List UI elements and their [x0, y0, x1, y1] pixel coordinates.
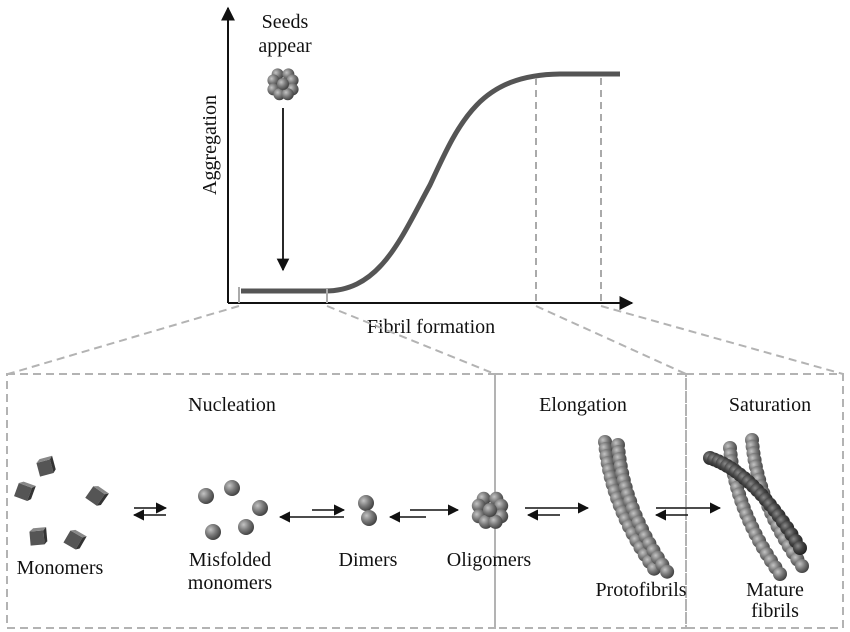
sphere — [488, 514, 503, 529]
sphere — [273, 88, 286, 101]
sphere — [267, 74, 280, 87]
equilibrium-arrows — [132, 502, 722, 523]
seed-cluster-icon — [267, 68, 299, 101]
protofibril-icon — [598, 435, 675, 579]
aggregation-graph: Aggregation Fibril formation Seeds appea… — [199, 6, 634, 338]
seeds-label-line2: appear — [258, 35, 312, 57]
mature-fibril-icon — [703, 433, 809, 581]
misfolded-label-line1: Misfolded — [189, 549, 271, 571]
monomers-label: Monomers — [17, 557, 104, 579]
sphere — [483, 503, 497, 517]
sigmoid-curve — [241, 71, 620, 294]
equilibrium-arrow-2 — [278, 504, 346, 523]
equilibrium-arrow-3 — [388, 504, 460, 523]
mature-label-line1: Mature — [746, 579, 804, 601]
sphere — [281, 88, 294, 101]
dimers-label: Dimers — [339, 549, 398, 571]
monomers-cubes-icon — [14, 455, 109, 550]
stage-panels — [6, 373, 844, 629]
dimers-icon — [358, 495, 377, 526]
misfolded-label-line2: monomers — [188, 572, 273, 594]
mature-fibril-bead-dark — [793, 541, 807, 555]
y-axis-label: Aggregation — [199, 95, 221, 195]
mature-label-line2: fibrils — [751, 600, 799, 622]
sphere — [277, 78, 289, 90]
zoom-connectors — [7, 305, 844, 375]
nucleation-title: Nucleation — [188, 394, 276, 416]
saturation-title: Saturation — [729, 394, 811, 416]
sphere — [286, 74, 299, 87]
sphere — [494, 498, 509, 513]
mature-fibril-bead — [773, 567, 787, 581]
oligomers-icon — [471, 491, 509, 529]
elongation-title: Elongation — [539, 394, 627, 416]
mature-fibril-bead — [795, 559, 809, 573]
equilibrium-arrow-5 — [654, 502, 722, 521]
x-axis-label: Fibril formation — [367, 316, 495, 338]
protofibrils-label: Protofibrils — [595, 579, 686, 601]
equilibrium-arrow-1 — [132, 502, 168, 521]
protofibril-bead — [660, 564, 675, 579]
sphere — [471, 498, 486, 513]
oligomers-label: Oligomers — [447, 549, 532, 571]
saturation-panel — [685, 373, 844, 629]
seeds-label-line1: Seeds — [262, 11, 309, 33]
sphere — [478, 514, 493, 529]
equilibrium-arrow-4 — [525, 502, 590, 521]
misfolded-monomers-icon — [198, 480, 268, 540]
